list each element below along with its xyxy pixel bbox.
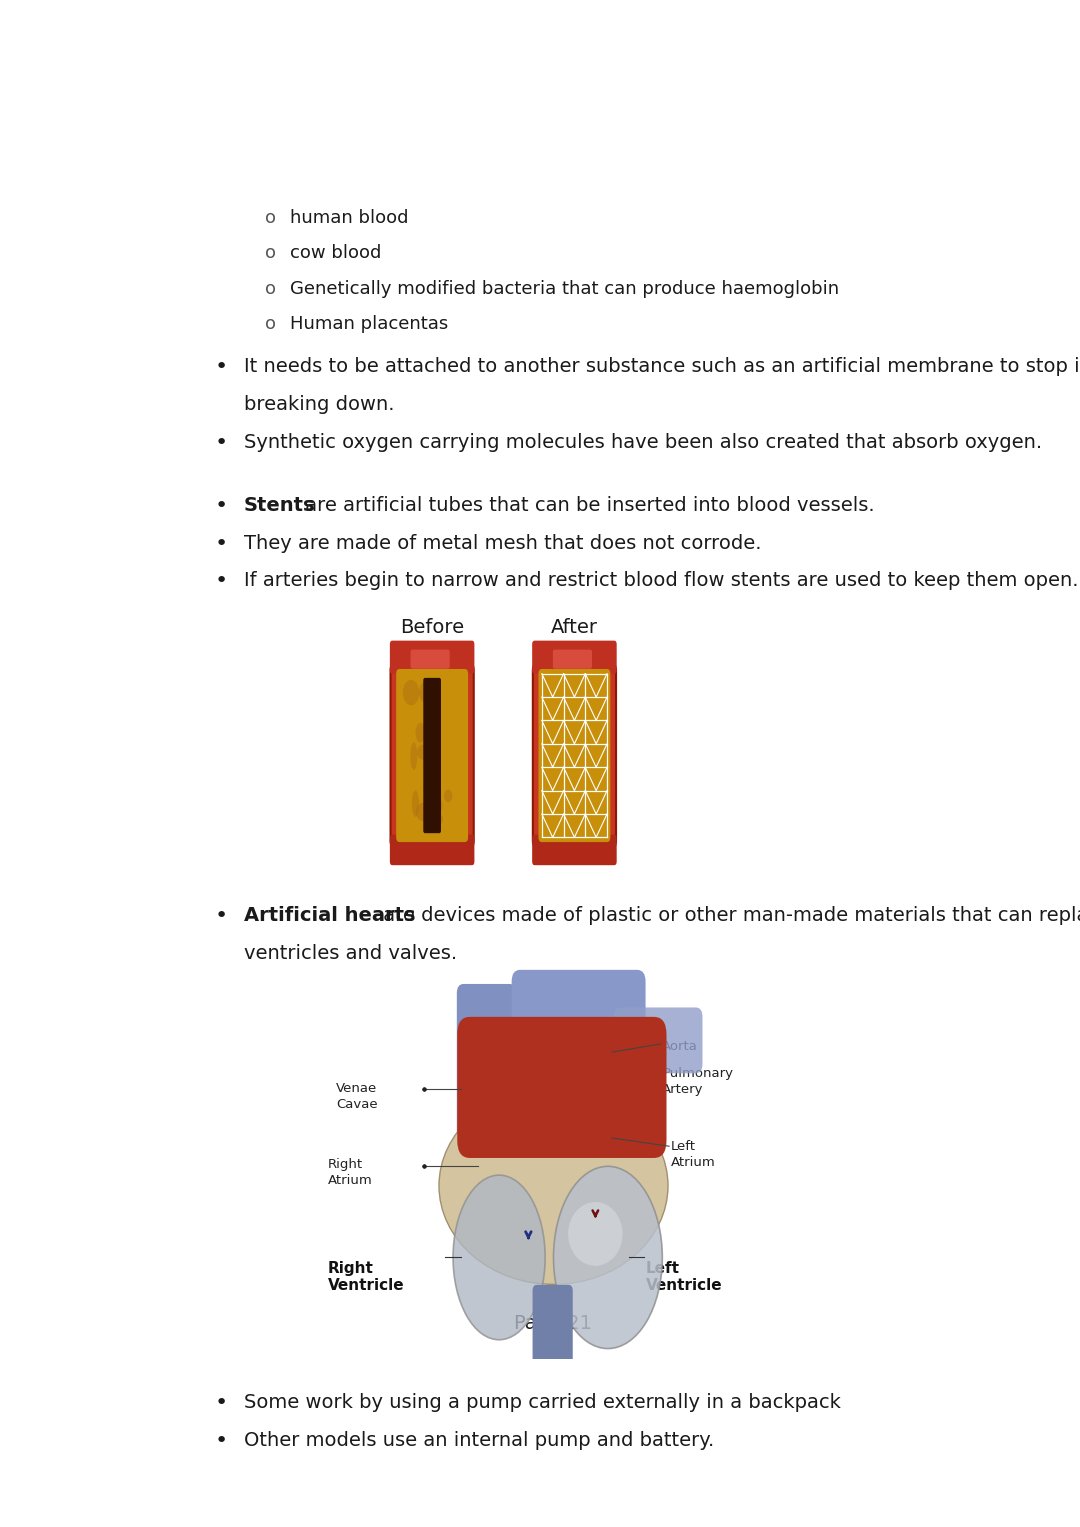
Ellipse shape [568, 1202, 622, 1266]
Ellipse shape [444, 789, 453, 802]
Text: o: o [265, 315, 275, 333]
FancyBboxPatch shape [391, 663, 474, 847]
Text: o: o [265, 209, 275, 228]
Ellipse shape [419, 681, 433, 702]
Text: Right
Ventricle: Right Ventricle [327, 1261, 404, 1293]
Text: •: • [215, 1393, 228, 1412]
FancyBboxPatch shape [390, 835, 474, 866]
FancyBboxPatch shape [410, 649, 449, 669]
Text: Before: Before [400, 618, 464, 637]
Text: Some work by using a pump carried externally in a backpack: Some work by using a pump carried extern… [244, 1393, 840, 1412]
Ellipse shape [433, 797, 443, 814]
Ellipse shape [433, 712, 441, 741]
Text: •: • [215, 1431, 228, 1451]
Text: Stents: Stents [244, 496, 315, 515]
Bar [378, 988, 729, 1370]
FancyBboxPatch shape [539, 669, 610, 841]
Text: o: o [265, 244, 275, 263]
Text: They are made of metal mesh that does not corrode.: They are made of metal mesh that does no… [244, 533, 761, 553]
Text: Artificial hearts: Artificial hearts [244, 907, 416, 925]
Text: Aorta: Aorta [662, 1040, 698, 1054]
Text: •: • [215, 571, 228, 591]
Ellipse shape [438, 1087, 669, 1284]
Text: Pulmonary
Artery: Pulmonary Artery [662, 1067, 733, 1096]
FancyBboxPatch shape [423, 678, 441, 834]
Ellipse shape [411, 791, 419, 817]
Text: Other models use an internal pump and battery.: Other models use an internal pump and ba… [244, 1431, 714, 1449]
Ellipse shape [416, 722, 426, 742]
Text: o: o [265, 279, 275, 298]
FancyBboxPatch shape [532, 1284, 572, 1376]
Text: •: • [215, 496, 228, 516]
Ellipse shape [410, 742, 417, 770]
FancyBboxPatch shape [532, 663, 616, 847]
Text: Human placentas: Human placentas [289, 315, 448, 333]
Text: Left
Ventricle: Left Ventricle [646, 1261, 723, 1293]
Text: •: • [215, 533, 228, 554]
Ellipse shape [426, 705, 434, 725]
Text: breaking down.: breaking down. [244, 395, 394, 414]
Text: Venae
Cavae: Venae Cavae [336, 1081, 378, 1110]
FancyBboxPatch shape [613, 1008, 702, 1073]
Text: Synthetic oxygen carrying molecules have been also created that absorb oxygen.: Synthetic oxygen carrying molecules have… [244, 432, 1042, 452]
Ellipse shape [430, 812, 443, 826]
Text: Right
Atrium: Right Atrium [327, 1157, 373, 1186]
Text: It needs to be attached to another substance such as an artificial membrane to s: It needs to be attached to another subst… [244, 357, 1080, 376]
Text: are devices made of plastic or other man-made materials that can replace the: are devices made of plastic or other man… [377, 907, 1080, 925]
FancyBboxPatch shape [512, 970, 646, 1058]
FancyBboxPatch shape [532, 835, 617, 866]
Text: Genetically modified bacteria that can produce haemoglobin: Genetically modified bacteria that can p… [289, 279, 839, 298]
Text: cow blood: cow blood [289, 244, 381, 263]
Ellipse shape [454, 1176, 545, 1339]
Ellipse shape [417, 745, 428, 759]
Ellipse shape [416, 803, 430, 822]
Ellipse shape [554, 1167, 662, 1348]
FancyBboxPatch shape [390, 641, 474, 673]
Text: If arteries begin to narrow and restrict blood flow stents are used to keep them: If arteries begin to narrow and restrict… [244, 571, 1078, 591]
Text: Left
Atrium: Left Atrium [671, 1141, 715, 1170]
FancyBboxPatch shape [457, 1017, 666, 1157]
Text: •: • [215, 907, 228, 927]
FancyBboxPatch shape [532, 641, 617, 673]
Text: are artificial tubes that can be inserted into blood vessels.: are artificial tubes that can be inserte… [299, 496, 875, 515]
Text: human blood: human blood [289, 209, 408, 228]
Text: •: • [215, 357, 228, 377]
FancyBboxPatch shape [396, 669, 468, 841]
Text: Page 21: Page 21 [514, 1315, 593, 1333]
Ellipse shape [403, 680, 419, 705]
Text: After: After [551, 618, 598, 637]
FancyBboxPatch shape [457, 983, 516, 1144]
Text: •: • [215, 432, 228, 452]
Text: ventricles and valves.: ventricles and valves. [244, 944, 457, 964]
FancyBboxPatch shape [553, 649, 592, 669]
